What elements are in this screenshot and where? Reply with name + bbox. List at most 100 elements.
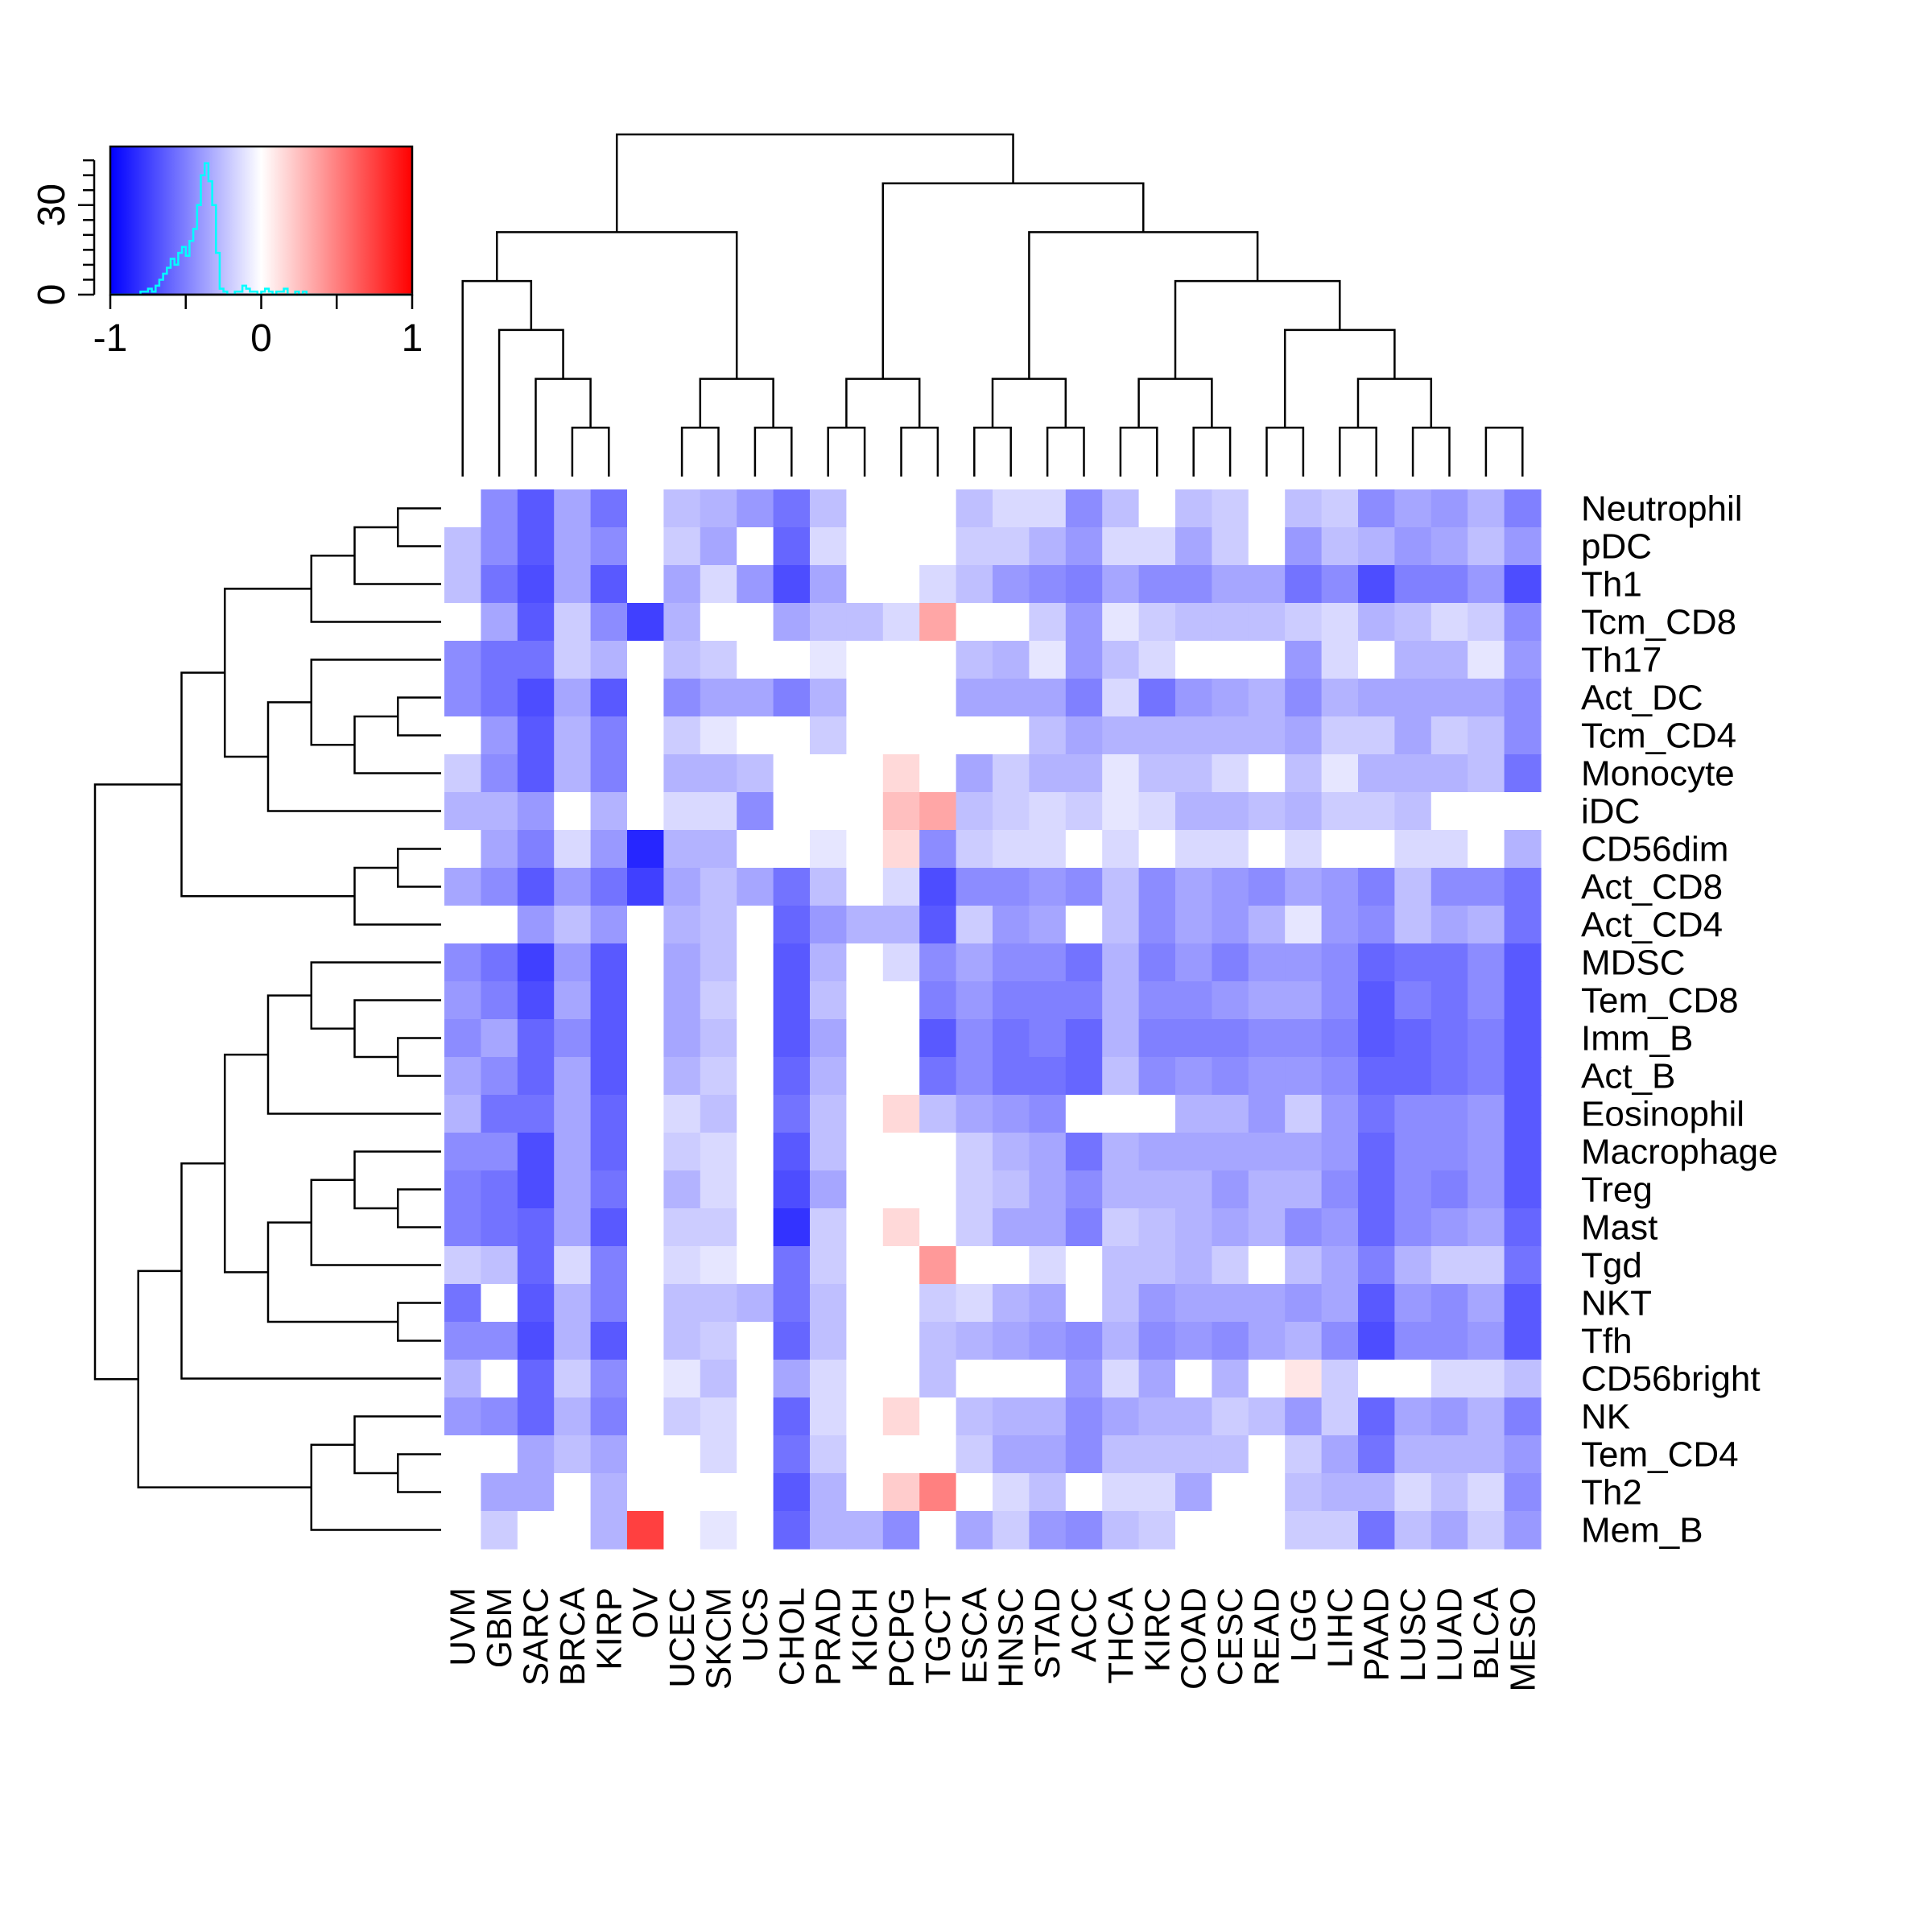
heatmap-cell xyxy=(1358,1284,1395,1323)
heatmap-cell xyxy=(919,792,957,831)
heatmap-cell xyxy=(1504,1095,1542,1133)
heatmap-cell xyxy=(700,565,737,604)
heatmap-cell xyxy=(1065,1019,1103,1058)
heatmap-cell xyxy=(1248,641,1286,679)
heatmap-cell xyxy=(1248,1397,1286,1436)
row-label: Act_DC xyxy=(1581,679,1703,718)
heatmap-cell xyxy=(481,1322,518,1360)
heatmap-cell xyxy=(882,527,920,566)
heatmap-cell xyxy=(1248,565,1286,604)
heatmap-cell xyxy=(1358,1246,1395,1285)
heatmap-cell xyxy=(919,641,957,679)
column-label: READ xyxy=(1248,1587,1287,1686)
column-label: PAAD xyxy=(1357,1587,1397,1682)
column-label: UCEC xyxy=(663,1587,702,1688)
heatmap-cell xyxy=(1029,1435,1067,1474)
column-label: PRAD xyxy=(809,1587,848,1686)
heatmap-cell xyxy=(1285,679,1323,717)
heatmap-cell xyxy=(1321,1133,1359,1171)
heatmap-cell xyxy=(773,1208,811,1247)
heatmap-cell xyxy=(444,489,481,528)
heatmap-cell xyxy=(554,1170,592,1209)
column-label: LUSC xyxy=(1393,1587,1433,1682)
heatmap-cell xyxy=(1504,1057,1542,1096)
heatmap-cell xyxy=(1029,1473,1067,1512)
heatmap-cell xyxy=(590,716,628,755)
heatmap-cell xyxy=(554,1019,592,1058)
heatmap-cell xyxy=(1358,792,1395,831)
heatmap-cell xyxy=(882,792,920,831)
heatmap-cell xyxy=(590,679,628,717)
heatmap-cell xyxy=(1065,868,1103,906)
heatmap-cell xyxy=(1102,603,1140,642)
color-key: -1 0 1 0 30 xyxy=(31,145,423,360)
column-label: ACC xyxy=(1065,1587,1104,1662)
heatmap-cell xyxy=(444,981,481,1020)
heatmap-cell xyxy=(1138,830,1176,869)
heatmap-cell xyxy=(517,754,555,793)
heatmap-cell xyxy=(919,1360,957,1398)
heatmap-cell xyxy=(444,603,481,642)
heatmap-cell xyxy=(663,1435,701,1474)
heatmap-cell xyxy=(1504,527,1542,566)
heatmap-cell xyxy=(956,1397,993,1436)
heatmap-cell xyxy=(1504,1511,1542,1550)
heatmap-cell xyxy=(1394,981,1432,1020)
heatmap-cell xyxy=(481,906,518,944)
heatmap-cell xyxy=(517,1360,555,1398)
heatmap-cell xyxy=(773,754,811,793)
heatmap-cell xyxy=(1175,1057,1212,1096)
heatmap-cell xyxy=(846,641,884,679)
heatmap-cell xyxy=(700,1511,737,1550)
row-label: Monocyte xyxy=(1581,754,1735,794)
heatmap-cell xyxy=(773,1473,811,1512)
row-label: Tem_CD4 xyxy=(1581,1435,1739,1475)
heatmap-cell xyxy=(1065,1397,1103,1436)
heatmap-cell xyxy=(481,792,518,831)
heatmap-cell xyxy=(1102,943,1140,982)
heatmap-cell xyxy=(1468,906,1505,944)
heatmap-cell xyxy=(1468,1095,1505,1133)
row-label: Th1 xyxy=(1581,565,1642,605)
heatmap-cell xyxy=(773,489,811,528)
heatmap-cell xyxy=(590,906,628,944)
heatmap-cell xyxy=(627,1284,664,1323)
heatmap-cell xyxy=(1029,906,1067,944)
heatmap-cell xyxy=(554,679,592,717)
heatmap-cell xyxy=(1285,830,1323,869)
heatmap-cell xyxy=(1430,679,1468,717)
heatmap-cell xyxy=(590,1473,628,1512)
heatmap-cell xyxy=(1065,1435,1103,1474)
heatmap-cell xyxy=(1029,981,1067,1020)
heatmap-cell xyxy=(810,1133,847,1171)
column-dendrogram-branch xyxy=(1356,378,1433,428)
heatmap-cell xyxy=(1248,716,1286,755)
heatmap-cell xyxy=(1029,868,1067,906)
heatmap-cell xyxy=(956,1095,993,1133)
heatmap-cell xyxy=(590,527,628,566)
heatmap-cell xyxy=(956,1284,993,1323)
heatmap-cell xyxy=(846,1473,884,1512)
heatmap-cell xyxy=(1358,1322,1395,1360)
heatmap-cell xyxy=(1358,868,1395,906)
heatmap-cell xyxy=(444,679,481,717)
heatmap-cell xyxy=(700,1095,737,1133)
heatmap-cell xyxy=(919,981,957,1020)
heatmap-cell xyxy=(663,1170,701,1209)
heatmap-cell xyxy=(1358,906,1395,944)
heatmap-cell xyxy=(481,981,518,1020)
heatmap-cell xyxy=(663,565,701,604)
heatmap-cell xyxy=(1430,1473,1468,1512)
heatmap-cell xyxy=(1430,830,1468,869)
column-dendrogram-branch xyxy=(1484,427,1524,477)
heatmap-cell xyxy=(1175,906,1212,944)
heatmap-cell xyxy=(1175,679,1212,717)
heatmap-cell xyxy=(1504,1397,1542,1436)
column-label: CHOL xyxy=(772,1587,811,1686)
heatmap-cell xyxy=(737,1435,774,1474)
heatmap-cell xyxy=(919,1322,957,1360)
heatmap-cell xyxy=(554,1095,592,1133)
heatmap-cell xyxy=(882,943,920,982)
heatmap-cell xyxy=(627,603,664,642)
heatmap-cell xyxy=(663,527,701,566)
